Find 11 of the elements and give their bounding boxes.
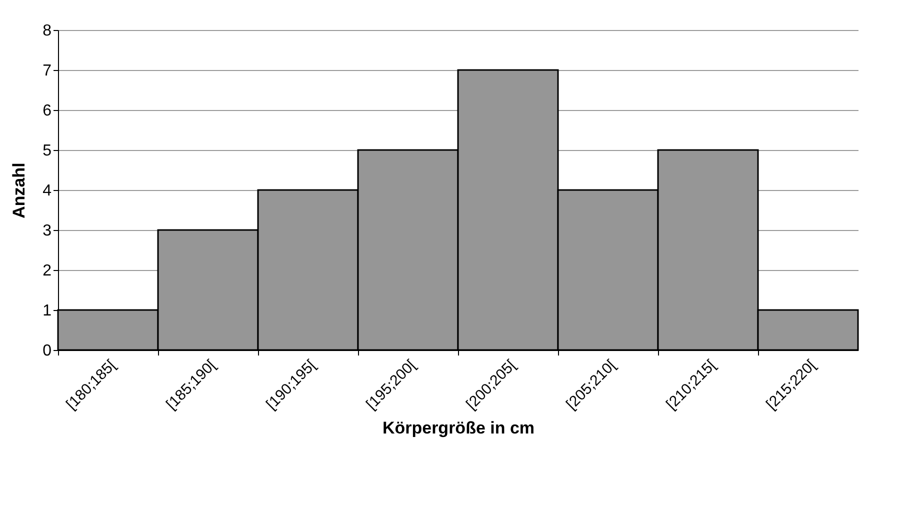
y-tick-label: 1 bbox=[42, 302, 52, 320]
x-axis-title: Körpergröße in cm bbox=[382, 418, 535, 438]
y-tick-label: 6 bbox=[42, 102, 52, 120]
y-tick-label: 2 bbox=[42, 262, 52, 280]
y-tick-label: 7 bbox=[42, 62, 52, 80]
y-tick-label: 8 bbox=[42, 22, 52, 40]
y-tick-label: 0 bbox=[42, 342, 52, 360]
y-tick-label: 4 bbox=[42, 182, 52, 200]
y-tick-label: 3 bbox=[42, 222, 52, 240]
y-tick-label: 5 bbox=[42, 142, 52, 160]
y-axis-title: Anzahl bbox=[10, 162, 29, 218]
